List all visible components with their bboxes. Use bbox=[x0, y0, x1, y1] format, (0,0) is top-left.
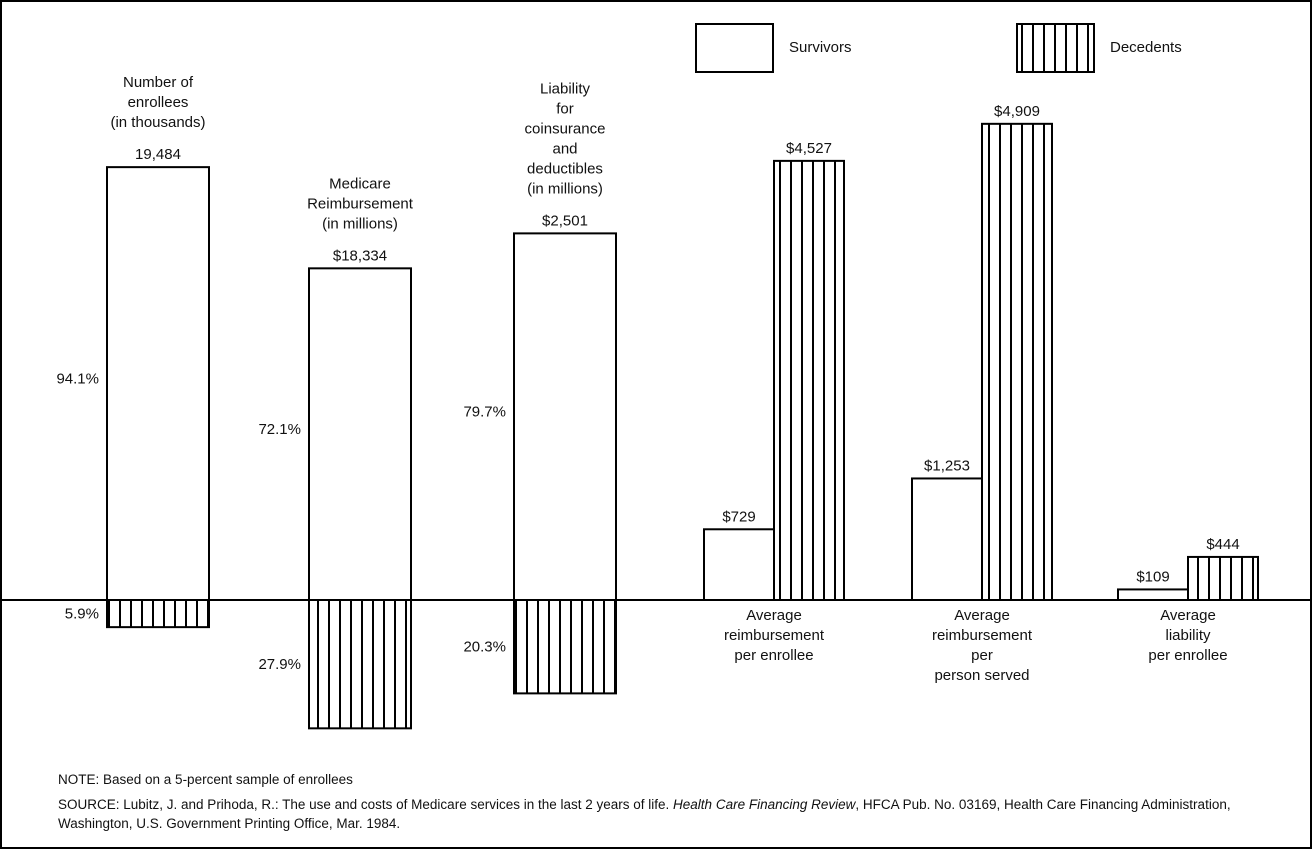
value-label: $4,527 bbox=[786, 140, 832, 157]
value-label: 79.7% bbox=[463, 404, 506, 421]
notes: NOTE: Based on a 5-percent sample of enr… bbox=[58, 770, 1258, 839]
value-label: $4,909 bbox=[994, 103, 1040, 120]
source-text: SOURCE: Lubitz, J. and Prihoda, R.: The … bbox=[58, 797, 674, 812]
category-label: Liability for coinsurance and deductibles (in… bbox=[525, 80, 606, 197]
legend-label: Decedents bbox=[1110, 39, 1182, 56]
source: SOURCE: Lubitz, J. and Prihoda, R.: The … bbox=[58, 795, 1258, 833]
category-label: Average reimbursement per enrollee bbox=[724, 607, 825, 664]
bar-total: 19,484 bbox=[135, 146, 181, 163]
value-label: 72.1% bbox=[258, 421, 301, 438]
value-label: $109 bbox=[1136, 568, 1169, 585]
legend-swatch bbox=[1016, 23, 1095, 73]
bar-total: $2,501 bbox=[542, 212, 588, 229]
bar bbox=[773, 159, 845, 601]
value-label: $729 bbox=[722, 508, 755, 525]
value-label: 5.9% bbox=[65, 606, 99, 623]
source-text: , HFCA Pub. No. 03169, Health Care Finan… bbox=[58, 797, 1231, 831]
bar bbox=[106, 599, 210, 629]
bar bbox=[106, 166, 210, 601]
bar bbox=[911, 477, 983, 602]
bar bbox=[513, 599, 617, 695]
bar bbox=[308, 599, 412, 730]
value-label: $1,253 bbox=[924, 457, 970, 474]
value-label: 20.3% bbox=[463, 639, 506, 656]
bar bbox=[1187, 555, 1259, 602]
bar bbox=[1117, 588, 1189, 602]
bar bbox=[703, 528, 775, 601]
legend-label: Survivors bbox=[789, 39, 852, 56]
category-label: Average reimbursement per person served bbox=[932, 607, 1033, 684]
value-label: 27.9% bbox=[258, 656, 301, 673]
category-label: Number of enrollees (in thousands) bbox=[110, 74, 205, 131]
value-label: 94.1% bbox=[56, 371, 99, 388]
category-label: Average liability per enrollee bbox=[1148, 607, 1227, 664]
value-label: $444 bbox=[1206, 536, 1239, 553]
bar bbox=[981, 122, 1053, 602]
category-label: Medicare Reimbursement (in millions) bbox=[307, 175, 414, 232]
note: NOTE: Based on a 5-percent sample of enr… bbox=[58, 772, 353, 787]
legend-swatch bbox=[695, 23, 774, 73]
source-journal: Health Care Financing Review bbox=[673, 797, 856, 812]
bar bbox=[513, 232, 617, 601]
bar bbox=[308, 267, 412, 601]
bar-total: $18,334 bbox=[333, 247, 387, 264]
